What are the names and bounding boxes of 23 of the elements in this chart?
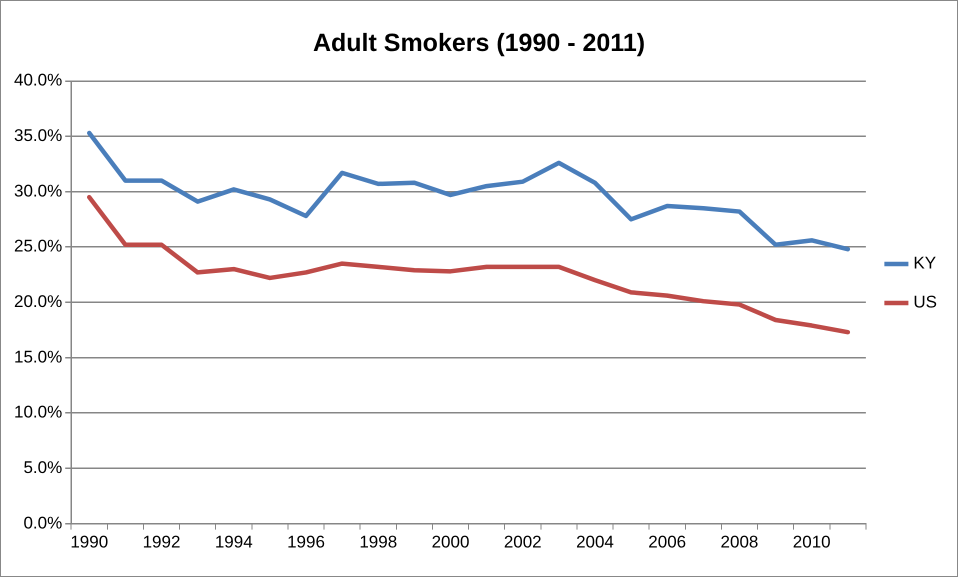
x-tick-label: 2008 — [720, 532, 758, 552]
y-tick-label: 0.0% — [23, 513, 62, 532]
y-tick-label: 40.0% — [14, 70, 62, 90]
y-tick-label: 15.0% — [14, 347, 62, 366]
legend-label: US — [913, 292, 938, 312]
y-tick-label: 20.0% — [14, 292, 62, 311]
x-tick-label: 2010 — [792, 532, 831, 552]
x-tick-label: 2006 — [648, 532, 686, 552]
x-tick-label: 1990 — [70, 532, 108, 552]
chart-title: Adult Smokers (1990 - 2011) — [312, 28, 646, 57]
x-tick-label: 1998 — [359, 532, 398, 552]
x-tick-label: 1996 — [287, 532, 325, 552]
x-tick-label: 2002 — [504, 532, 542, 552]
y-tick-label: 30.0% — [14, 181, 62, 200]
x-tick-label: 2000 — [432, 532, 470, 552]
y-tick-label: 5.0% — [23, 458, 62, 477]
x-tick-label: 1994 — [214, 532, 253, 552]
legend-label: KY — [913, 254, 936, 273]
y-tick-label: 10.0% — [14, 402, 62, 422]
y-tick-label: 35.0% — [14, 126, 62, 146]
x-tick-label: 1992 — [142, 532, 180, 552]
x-tick-label: 2004 — [576, 532, 614, 552]
y-tick-label: 25.0% — [14, 236, 62, 256]
